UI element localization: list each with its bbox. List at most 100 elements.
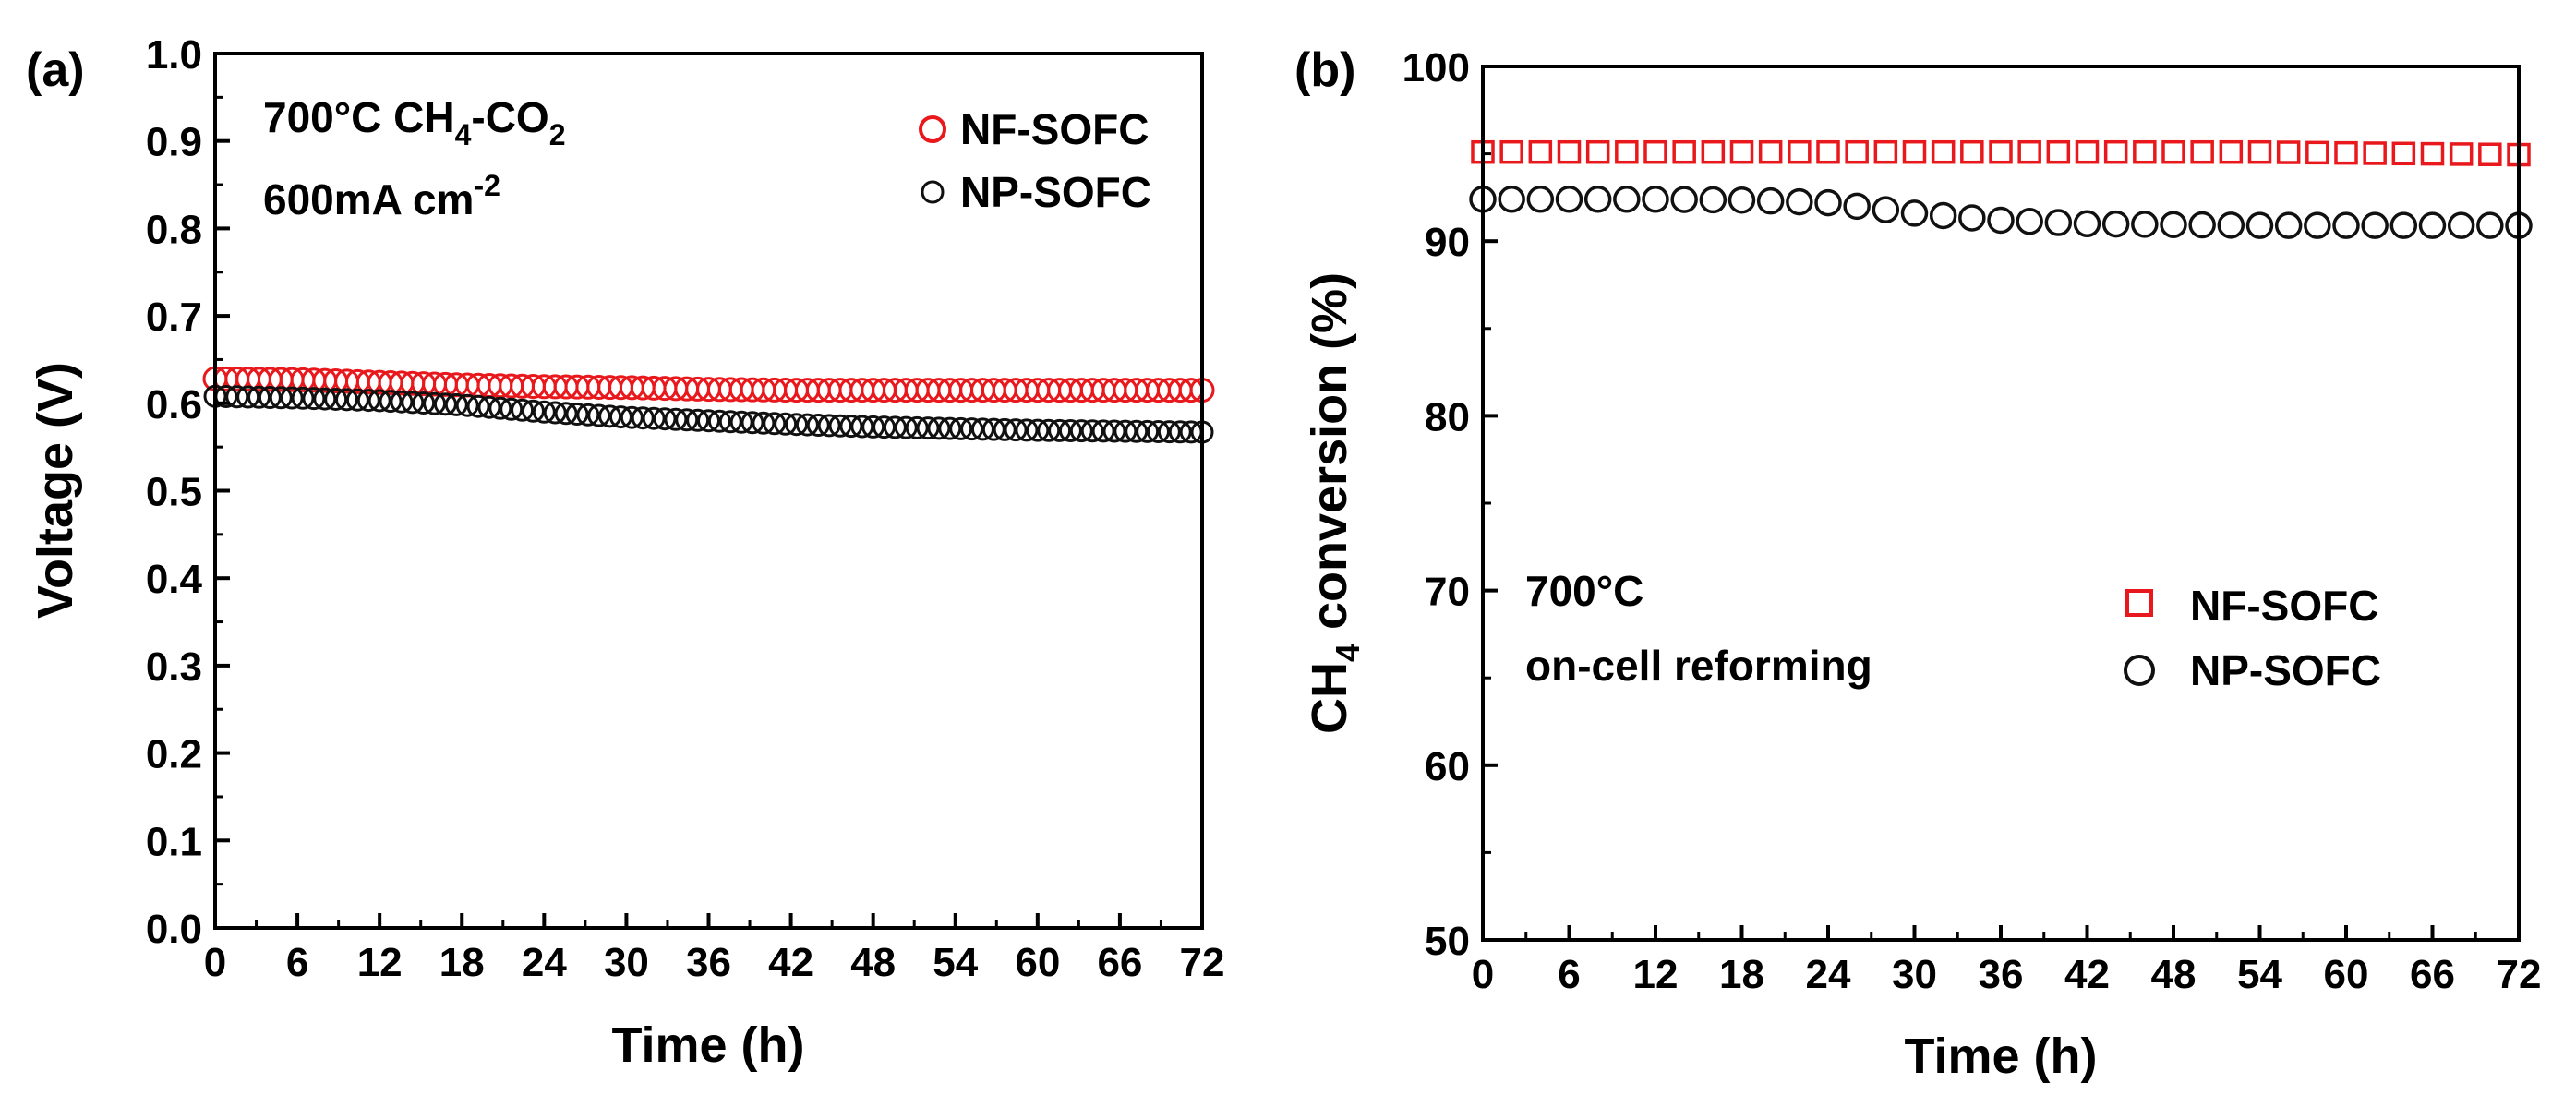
panel-b-point-nf-sofc <box>1729 139 1754 164</box>
panel-b-y-tick-label: 70 <box>1425 570 1470 615</box>
panel-a-point-np-sofc <box>927 416 951 440</box>
panel-a-point-np-sofc <box>1136 419 1160 443</box>
panel-b-point-np-sofc <box>2160 211 2187 238</box>
panel-a-x-tick-label: 18 <box>439 940 485 985</box>
panel-a-x-tick-label: 12 <box>357 940 403 985</box>
panel-a-point-np-sofc <box>873 415 897 439</box>
panel-b-annotation-line1: 700°C <box>1525 567 1643 615</box>
panel-a-annotation-line1: 700°C CH4-CO2 <box>263 93 566 151</box>
panel-a-point-np-sofc <box>631 406 655 430</box>
panel-b-point-np-sofc <box>2274 211 2303 239</box>
panel-b-point-np-sofc <box>2016 208 2043 235</box>
panel-a-point-np-sofc <box>390 390 414 414</box>
panel-b-point-nf-sofc <box>2161 139 2185 164</box>
panel-a-y-tick-label: 0.7 <box>146 295 202 340</box>
panel-b-point-nf-sofc <box>1902 139 1927 164</box>
panel-b-x-tick-label: 12 <box>1633 952 1679 997</box>
panel-a-point-np-sofc <box>554 402 578 426</box>
panel-b-x-tick-label: 30 <box>1892 952 1937 997</box>
panel-b-point-nf-sofc <box>2190 139 2214 164</box>
panel-a-point-np-sofc <box>642 406 666 430</box>
panel-a-ticks: 0 6 12 18 24 30 36 42 48 54 60 66 72 0.0 0.1 0.2 0.3 0.4 0… <box>146 32 1225 985</box>
panel-b-point-np-sofc <box>1613 186 1641 213</box>
panel-b-point-np-sofc <box>1670 186 1698 213</box>
panel-a-point-np-sofc <box>763 412 787 436</box>
panel-a-point-np-sofc <box>500 397 524 421</box>
panel-a: (a) 0 6 12 18 24 30 36 42 48 54 60 66 72 0.0 0.1 0.2 0.3… <box>26 32 1224 1073</box>
panel-b-point-nf-sofc <box>1989 139 2013 164</box>
panel-a-x-tick-label: 0 <box>204 940 226 985</box>
panel-b-ticks: 0 6 12 18 24 30 36 42 48 54 60 66 72 50 60 70 80 90 100 <box>1402 45 2542 997</box>
panel-a-point-np-sofc <box>587 403 611 427</box>
panel-a-point-np-sofc <box>916 416 940 440</box>
panel-b-point-nf-sofc <box>1615 139 1639 164</box>
panel-a-point-np-sofc <box>1004 418 1028 442</box>
panel-a-point-np-sofc <box>795 413 819 437</box>
panel-b-point-np-sofc <box>1642 186 1669 213</box>
panel-b-point-np-sofc <box>1727 186 1756 214</box>
panel-a-point-np-sofc <box>664 407 688 431</box>
panel-a-point-np-sofc <box>247 385 271 409</box>
panel-a-point-np-sofc <box>707 409 731 433</box>
panel-a-x-tick-label: 66 <box>1097 940 1142 985</box>
panel-a-ylabel: Voltage (V) <box>28 362 83 619</box>
panel-b-legend: NF-SOFC NP-SOFC <box>2124 582 2381 694</box>
panel-a-point-np-sofc <box>861 415 885 439</box>
panel-b: (b) 0 6 12 18 24 30 36 42 48 54 60 66 72 50 60 70 80 90 10… <box>1294 43 2541 1084</box>
panel-b-label: (b) <box>1294 43 1355 97</box>
panel-b-point-nf-sofc <box>1557 139 1582 164</box>
panel-b-point-nf-sofc <box>1873 139 1898 164</box>
panel-a-point-np-sofc <box>345 388 369 412</box>
panel-a-point-np-sofc <box>938 416 962 440</box>
panel-a-point-np-sofc <box>817 414 841 438</box>
panel-b-point-np-sofc <box>2476 211 2504 239</box>
panel-a-point-np-sofc <box>1146 420 1170 444</box>
panel-b-point-nf-sofc <box>1960 139 1984 164</box>
panel-a-point-np-sofc <box>981 417 1005 441</box>
panel-a-point-np-sofc <box>576 403 600 427</box>
panel-b-point-np-sofc <box>1526 186 1555 213</box>
panel-a-y-tick-label: 0.0 <box>146 907 202 952</box>
panel-b-point-np-sofc <box>1498 186 1525 213</box>
panel-b-point-nf-sofc <box>2219 139 2244 164</box>
panel-b-point-np-sofc <box>1756 186 1785 215</box>
panel-a-point-np-sofc <box>1069 419 1093 443</box>
panel-b-point-nf-sofc <box>2046 139 2071 164</box>
panel-b-point-nf-sofc <box>1499 139 1523 164</box>
panel-b-point-np-sofc <box>2447 211 2475 239</box>
panel-b-point-nf-sofc <box>2449 142 2474 166</box>
panel-a-point-np-sofc <box>291 386 315 410</box>
panel-b-point-np-sofc <box>1814 188 1842 217</box>
panel-a-point-np-sofc <box>423 391 447 415</box>
panel-b-point-np-sofc <box>1958 204 1986 232</box>
panel-a-y-tick-label: 0.2 <box>146 732 202 777</box>
panel-b-point-nf-sofc <box>2478 142 2502 166</box>
panel-a-point-np-sofc <box>774 412 798 436</box>
panel-b-point-nf-sofc <box>2133 139 2157 164</box>
panel-a-point-np-sofc <box>1048 418 1072 442</box>
panel-a-point-np-sofc <box>608 405 632 429</box>
panel-a-point-np-sofc <box>729 410 753 434</box>
panel-b-x-tick-label: 36 <box>1979 952 2024 997</box>
panel-b-point-nf-sofc <box>2017 139 2041 164</box>
panel-a-marks <box>202 366 1215 444</box>
panel-b-point-nf-sofc <box>1758 139 1783 164</box>
panel-a-point-np-sofc <box>302 387 326 411</box>
panel-a-point-np-sofc <box>1113 419 1138 443</box>
panel-a-point-np-sofc <box>1080 419 1104 443</box>
panel-b-point-nf-sofc <box>2103 139 2128 164</box>
panel-a-point-np-sofc <box>532 400 556 424</box>
panel-a-xlabel: Time (h) <box>611 1017 804 1073</box>
panel-a-point-np-sofc <box>785 413 809 437</box>
panel-b-xlabel: Time (h) <box>1904 1029 2097 1084</box>
panel-b-x-tick-label: 66 <box>2410 952 2455 997</box>
panel-a-point-np-sofc <box>850 415 874 439</box>
panel-b-point-nf-sofc <box>2247 139 2272 164</box>
panel-b-point-np-sofc <box>2245 211 2274 239</box>
panel-b-point-nf-sofc <box>2420 141 2445 166</box>
panel-a-point-np-sofc <box>401 391 425 415</box>
panel-a-x-tick-label: 36 <box>686 940 731 985</box>
panel-a-point-np-sofc <box>686 408 710 432</box>
panel-b-point-np-sofc <box>2361 211 2389 239</box>
